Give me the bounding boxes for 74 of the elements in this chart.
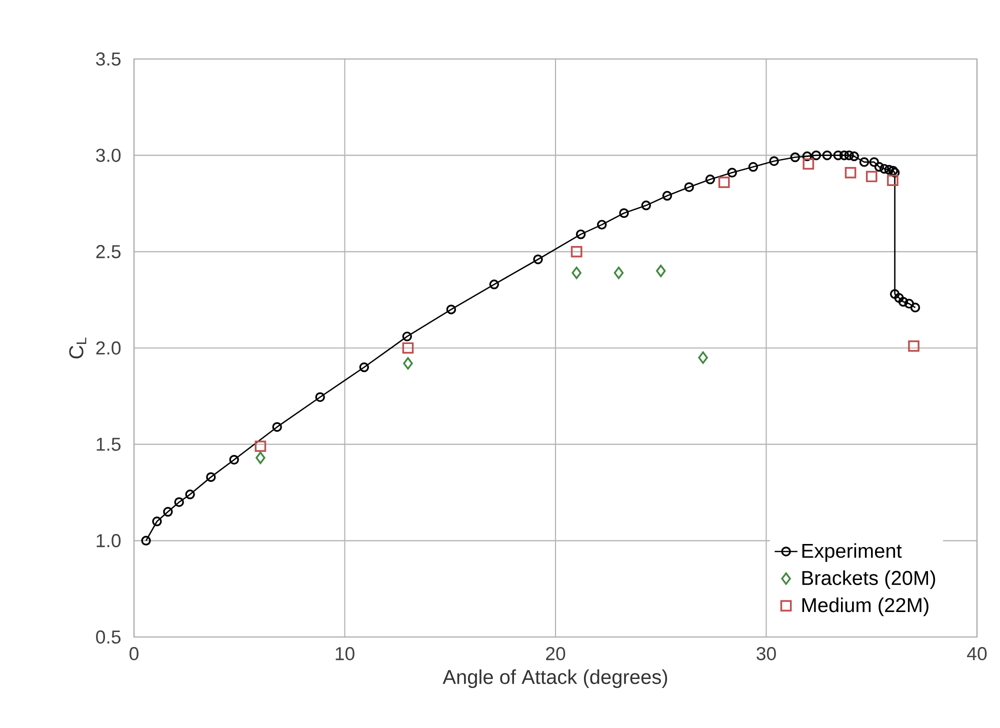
y-tick-label: 3.5 — [96, 52, 121, 66]
point — [849, 151, 859, 162]
point — [844, 150, 854, 160]
y-tick-label: 1.5 — [96, 438, 121, 451]
x-axis-title: Angle of Attack (degrees) — [442, 669, 668, 688]
point — [596, 220, 607, 230]
point — [656, 264, 666, 278]
point — [570, 246, 582, 258]
y-tick-label: 1.0 — [96, 534, 121, 548]
legend-label: Medium (22M) — [802, 598, 928, 616]
y-tick-label: 3.0 — [96, 148, 121, 162]
x-tick-label: 30 — [756, 647, 776, 660]
point — [718, 176, 730, 188]
point — [206, 472, 216, 482]
point — [822, 150, 832, 160]
point — [910, 302, 920, 312]
point — [403, 357, 413, 370]
point — [866, 170, 878, 182]
legend-label: Brackets (20M) — [802, 570, 936, 590]
point — [229, 454, 239, 465]
point — [727, 168, 737, 178]
point — [446, 304, 456, 314]
point — [859, 157, 870, 167]
point — [748, 162, 758, 172]
point — [698, 351, 708, 364]
point — [619, 208, 629, 218]
y-tick-label: 2.0 — [96, 341, 121, 355]
y-tick-label: 2.5 — [96, 245, 121, 258]
point — [359, 362, 370, 372]
x-tick-label: 40 — [967, 647, 987, 660]
point — [874, 162, 884, 172]
point — [844, 167, 856, 178]
point — [684, 182, 694, 192]
point — [185, 490, 195, 500]
point — [839, 150, 850, 160]
point — [152, 516, 162, 526]
point — [641, 200, 651, 210]
point — [879, 164, 890, 174]
point — [887, 174, 898, 186]
x-tick-label: 0 — [130, 647, 138, 660]
point — [174, 497, 184, 507]
point — [802, 158, 814, 170]
point — [315, 392, 325, 402]
point — [833, 150, 843, 160]
point — [662, 190, 672, 201]
point — [884, 164, 894, 175]
point — [141, 536, 151, 546]
point — [256, 452, 266, 464]
point — [790, 152, 800, 162]
point — [576, 229, 586, 240]
point — [254, 440, 266, 452]
point — [402, 332, 412, 342]
point — [402, 342, 414, 354]
x-tick-label: 10 — [336, 647, 354, 660]
point — [705, 174, 716, 184]
point — [898, 296, 908, 307]
x-tick-label: 20 — [546, 647, 566, 660]
point — [904, 298, 914, 309]
point — [489, 280, 500, 290]
point — [908, 340, 920, 352]
point — [769, 156, 779, 166]
y-tick-label: 0.5 — [96, 630, 121, 644]
point — [272, 422, 282, 432]
point — [614, 266, 624, 280]
point — [890, 289, 900, 299]
point — [572, 266, 582, 280]
legend-label: Experiment — [802, 543, 902, 562]
point — [811, 150, 822, 160]
y-axis-title: C$_{L}$ — [69, 338, 86, 358]
point — [802, 151, 812, 162]
point — [869, 157, 880, 167]
point — [894, 293, 904, 303]
point — [163, 506, 173, 517]
point — [533, 254, 543, 264]
